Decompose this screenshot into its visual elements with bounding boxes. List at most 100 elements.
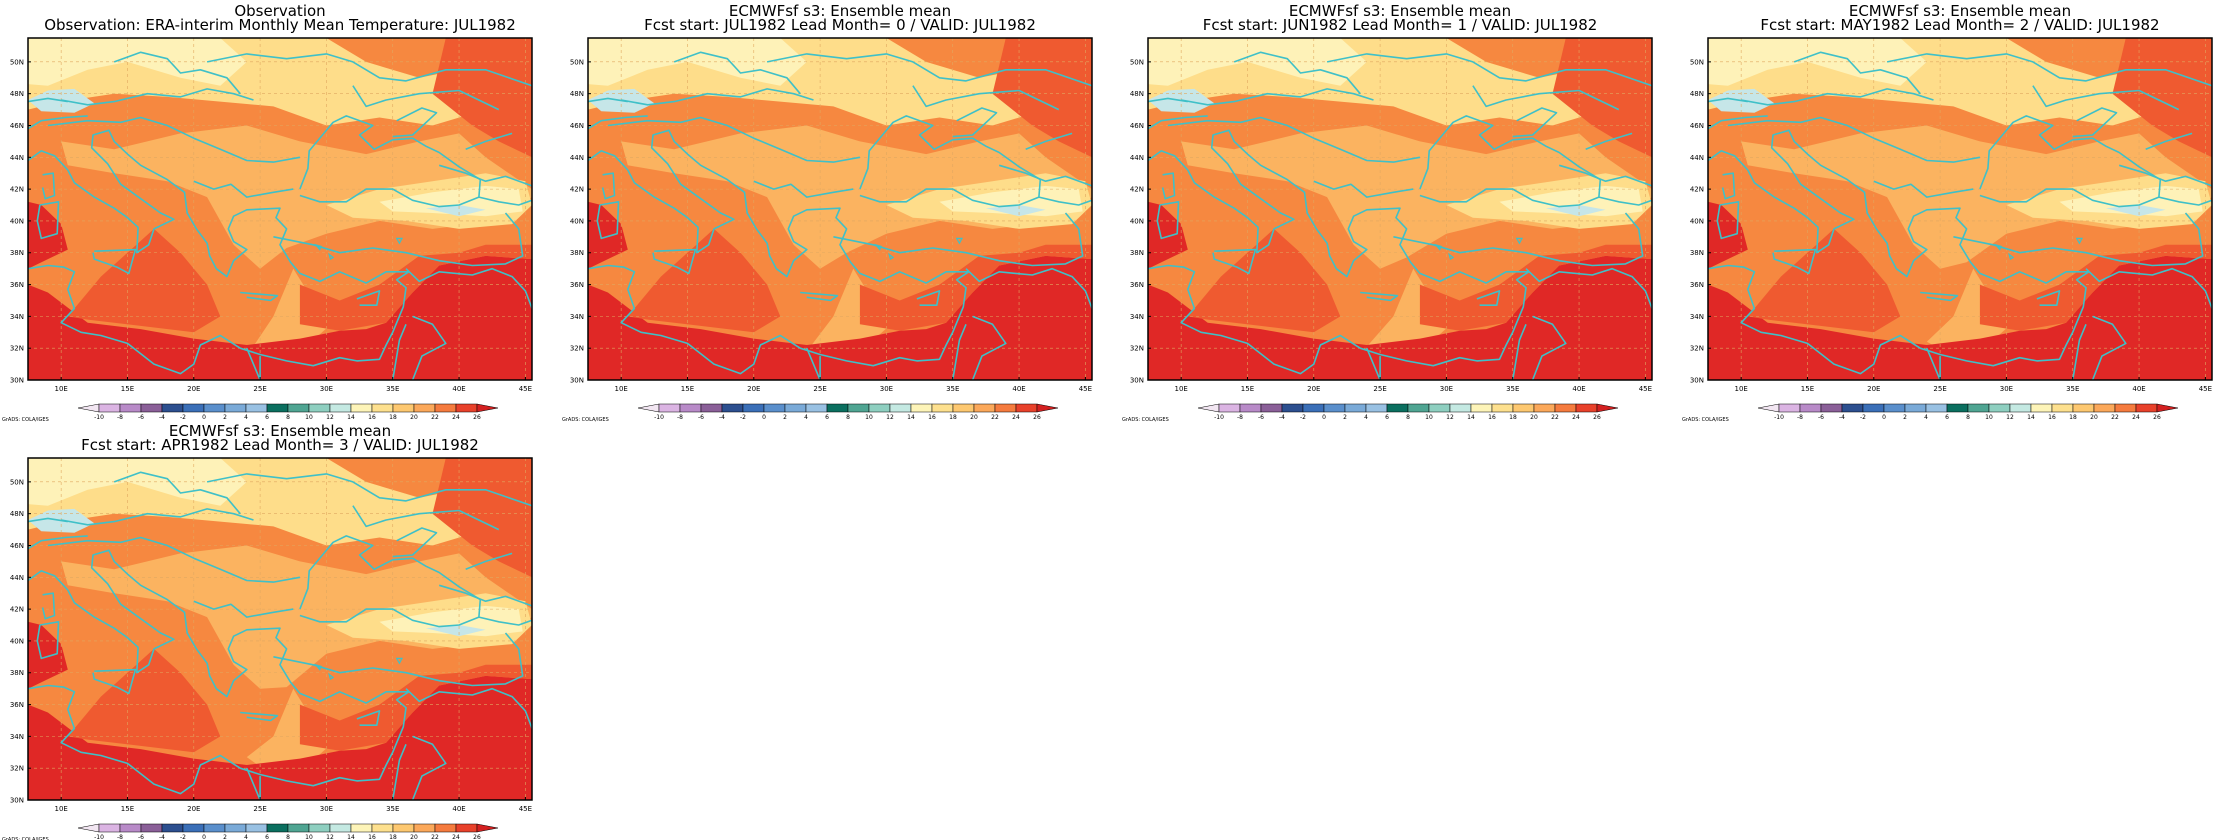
coastline (833, 212, 1084, 267)
coastline (859, 115, 1042, 208)
colorbar-tick-label: 18 (949, 414, 957, 421)
contour-region (299, 664, 532, 751)
colorbar-swatch (868, 403, 891, 413)
colorbar-swatch (700, 403, 723, 413)
colorbar-swatch (224, 403, 247, 413)
colorbar-swatch (952, 403, 975, 413)
longitude-label: 20E (1307, 385, 1320, 393)
coastline (1727, 116, 1981, 163)
colorbar-tick-label: 2 (1903, 414, 1907, 421)
longitude-label: 45E (2199, 385, 2212, 393)
colorbar-swatch (1015, 403, 1038, 413)
coastline (951, 323, 967, 380)
latitude-label: 44N (10, 574, 24, 582)
colorbar-tick-label: 8 (1966, 414, 1970, 421)
coastline (240, 711, 279, 722)
colorbar-swatch (2072, 403, 2095, 413)
map-frame (27, 37, 533, 381)
colorbar-tick-label: 2 (223, 834, 227, 840)
colorbar-tick-label: 20 (970, 414, 978, 421)
colorbar-swatch (350, 823, 373, 833)
colorbar-tick-label: 8 (286, 834, 290, 840)
coastline (1716, 201, 1740, 240)
colorbar-tick-label: 26 (1593, 414, 1601, 421)
colorbar-swatch (1302, 403, 1325, 413)
coastline (1025, 132, 1073, 151)
colorbar-tick-label: 6 (1945, 414, 1949, 421)
latitude-label: 38N (10, 669, 24, 677)
colorbar-swatch (371, 403, 394, 413)
coastline (113, 471, 241, 515)
colorbar-tick-label: 4 (804, 414, 808, 421)
longitude-label: 25E (813, 385, 826, 393)
colorbar-swatch (1596, 403, 1619, 413)
colorbar-tick-label: 18 (1509, 414, 1517, 421)
coastline (753, 180, 854, 198)
coastline (1708, 97, 1748, 103)
contour-region (1366, 268, 1460, 357)
coastline (41, 172, 56, 200)
colorbar-swatch (455, 823, 478, 833)
colorbar-tick-label: -4 (159, 834, 165, 840)
lake-outline (1515, 237, 1524, 245)
colorbar-swatch (2093, 403, 2116, 413)
latitude-label: 36N (10, 701, 24, 709)
map-area (588, 38, 1092, 380)
temperature-map: 30N 32N 34N 36N 38N 40N 42N 44N 46N 48N 50N 10E 15E 2… (2, 37, 533, 423)
coastline (1873, 180, 1974, 198)
latitude-label: 44N (570, 154, 584, 162)
colorbar: -10 -8 -6 -4 -2 0 2 4 6 8 10 12 14 16 18 20 22 24 26 (1757, 403, 2179, 421)
coastline (607, 116, 861, 163)
coastline (299, 535, 482, 628)
coastline (1212, 248, 1257, 275)
contour-region (246, 268, 340, 357)
colorbar-swatch (1036, 403, 1059, 413)
lake-outline (1448, 252, 1455, 261)
contour-region (1181, 125, 1652, 269)
colorbar-swatch (182, 403, 205, 413)
colorbar-swatch (98, 823, 121, 833)
lake-outline (1994, 243, 2002, 251)
colorbar-swatch (1883, 403, 1906, 413)
panel-title-line2: Fcst start: APR1982 Lead Month= 3 / VALI… (81, 436, 479, 454)
panel-title-line2: Fcst start: JUN1982 Lead Month= 1 / VALI… (1202, 16, 1598, 34)
coastline (1313, 180, 1414, 198)
coastline (2036, 290, 2061, 307)
coastline (478, 196, 532, 206)
colorbar-swatch (287, 403, 310, 413)
colorbar-swatch (658, 403, 681, 413)
colorbar-tick-label: 20 (1530, 414, 1538, 421)
grads-credit: GrADS: COLA/IGES (2, 837, 49, 840)
colorbar-tick-label: 6 (265, 414, 269, 421)
map-area (1708, 38, 2212, 380)
colorbar-swatch (805, 403, 828, 413)
colorbar-tick-label: 2 (1343, 414, 1347, 421)
colorbar-tick-label: 0 (1882, 414, 1886, 421)
colorbar-swatch (203, 823, 226, 833)
latitude-label: 40N (570, 217, 584, 225)
latitude-label: 42N (1130, 186, 1144, 194)
contour-region (1926, 268, 2020, 357)
colorbar-swatch (329, 823, 352, 833)
colorbar-tick-label: -2 (180, 414, 186, 421)
panel-title-line1: ECMWFsf s3: Ensemble mean (1288, 2, 1512, 20)
latitude-label: 48N (570, 90, 584, 98)
coastline (588, 97, 628, 103)
colorbar-swatch (1988, 403, 2011, 413)
map-frame (1707, 37, 2213, 381)
colorbar-tick-label: -6 (1258, 414, 1264, 421)
coastline (916, 290, 941, 307)
colorbar-tick-label: 24 (452, 834, 460, 840)
coastline (621, 88, 814, 106)
lake-outline (955, 237, 964, 245)
colorbar-swatch (98, 403, 121, 413)
coastline (1161, 172, 1176, 200)
colorbar-swatch (1260, 403, 1283, 413)
coastline (1953, 212, 2204, 267)
colorbar-swatch (224, 823, 247, 833)
panel-title-line2: Fcst start: MAY1982 Lead Month= 2 / VALI… (1760, 16, 2160, 34)
colorbar-tick-label: 14 (1467, 414, 1475, 421)
latitude-label: 40N (10, 217, 24, 225)
latitude-label: 30N (1130, 377, 1144, 385)
colorbar-swatch (994, 403, 1017, 413)
